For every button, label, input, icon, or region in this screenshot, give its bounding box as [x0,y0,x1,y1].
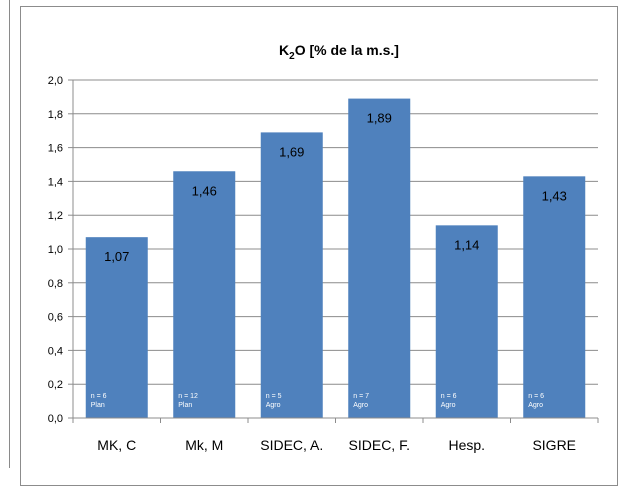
bar-group-label: Agro [266,402,281,409]
bar-group-label: Agro [528,402,543,409]
x-category-label: Mk, M [185,437,223,453]
y-tick-label: 0,6 [48,312,63,324]
bar-n-label: n = 7 [353,393,369,400]
bar-group-label: Plan [178,402,192,409]
left-divider [9,0,10,468]
bar [435,225,498,418]
grid-lines [73,79,598,385]
bars: 1,07 n = 6 Plan 1,46 n = 12 Plan 1,69 n = 5 Agro… [85,98,586,418]
x-category-label: SIDEC, F. [349,437,410,453]
bar-n-label: n = 6 [91,393,107,400]
y-tick-label: 1,4 [48,176,63,188]
y-tick-label: 2,0 [48,75,63,87]
y-tick-label: 1,0 [48,244,63,256]
x-category-label: MK, C [97,437,136,453]
bar-value-label: 1,46 [192,183,217,198]
y-tick-label: 0,0 [48,413,63,425]
chart-title-subscript: 2 [289,51,295,62]
bar-value-label: 1,69 [279,144,304,159]
x-category-label: SIDEC, A. [260,437,323,453]
bar [173,171,236,418]
y-tick-label: 1,6 [48,143,63,155]
bar [523,176,586,418]
bar-value-label: 1,14 [454,237,479,252]
x-category-label: Hesp. [448,437,485,453]
bar [85,237,148,418]
bar-n-label: n = 5 [266,393,282,400]
bar-value-label: 1,43 [542,188,567,203]
bar-n-label: n = 6 [528,393,544,400]
x-axis-labels: MK, C Mk, M SIDEC, A. SIDEC, F. Hesp. SIGRE [97,437,576,453]
bar [260,132,323,418]
y-tick-label: 0,8 [48,278,63,290]
y-tick-label: 1,2 [48,210,63,222]
chart-title-main: K [279,42,289,58]
y-tick-label: 0,4 [48,345,63,357]
bar-group-label: Plan [91,402,105,409]
y-axis-ticks: 0,0 0,2 0,4 0,6 0,8 1,0 1,2 1,4 1,6 1,8 2,0 [48,75,63,425]
y-tick-label: 1,8 [48,109,63,121]
bar-value-label: 1,89 [367,111,392,126]
left-margin [0,0,14,492]
bar-value-label: 1,07 [104,249,129,264]
chart-title-rest: O [% de la m.s.] [295,42,399,58]
axes [68,79,599,423]
bar-group-label: Agro [353,402,368,409]
bar [348,98,411,418]
bar-group-label: Agro [441,402,456,409]
y-tick-label: 0,2 [48,379,63,391]
x-category-label: SIGRE [532,437,576,453]
chart-title: K2O [% de la m.s.] [279,42,399,62]
bar-n-label: n = 6 [441,393,457,400]
bar-n-label: n = 12 [178,393,198,400]
